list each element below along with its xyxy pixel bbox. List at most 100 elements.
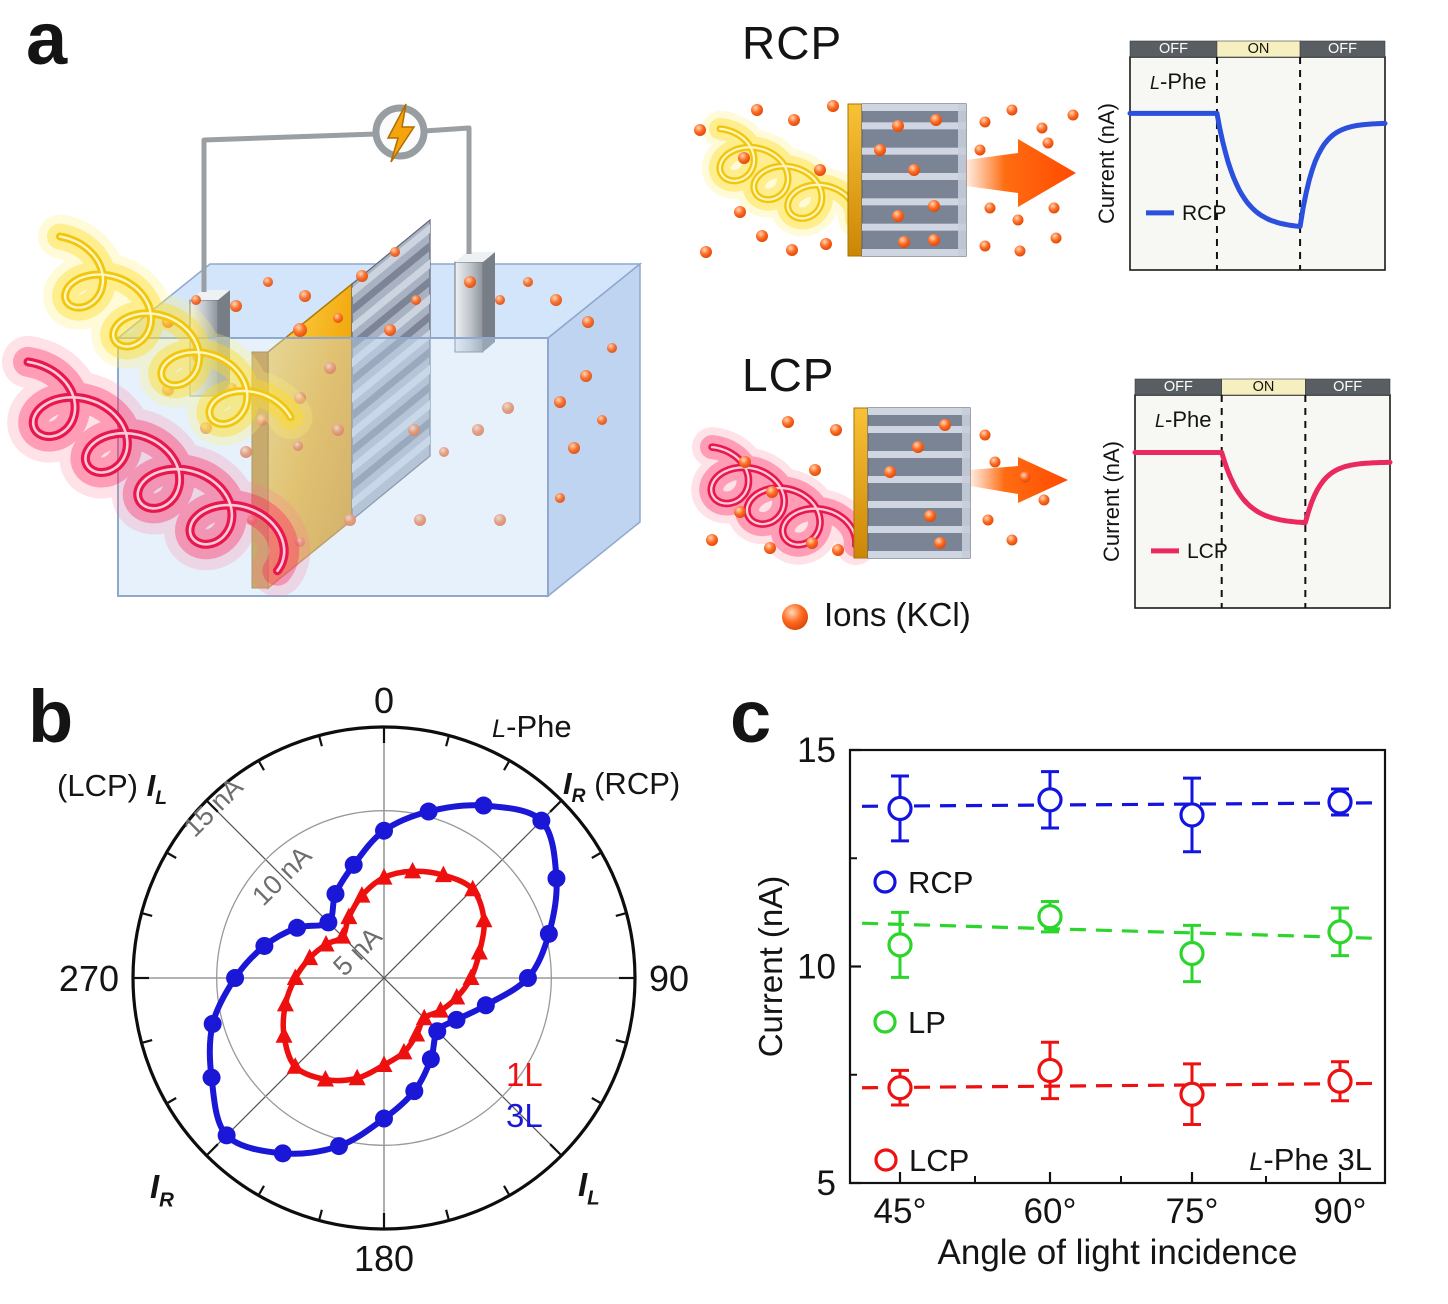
data-point-circle bbox=[887, 932, 913, 958]
legend-label-LP: LP bbox=[908, 1005, 946, 1040]
ion-dot bbox=[706, 534, 718, 546]
rcp-scene-helix bbox=[701, 110, 874, 237]
ion-dot bbox=[830, 424, 842, 436]
x-tick-label: 75° bbox=[1166, 1192, 1219, 1231]
ion-dot bbox=[892, 210, 904, 222]
data-point-triangle bbox=[340, 907, 358, 925]
ion-dot bbox=[809, 464, 821, 476]
ion-dot bbox=[1042, 137, 1054, 149]
ion-dot bbox=[892, 120, 904, 132]
polar-angle-tick bbox=[141, 1039, 153, 1045]
ion-dot bbox=[756, 230, 768, 242]
data-point-circle bbox=[1179, 802, 1205, 828]
lcp_photogating-chart: OFF ON OFF L-Phe LCP Current (nA) bbox=[1099, 378, 1393, 609]
data-point-triangle bbox=[448, 987, 466, 1005]
polar-series-label-1L: 1L bbox=[506, 1056, 543, 1093]
ion-dot bbox=[384, 324, 396, 336]
ion-dot bbox=[414, 514, 426, 526]
data-point-circle bbox=[202, 1068, 221, 1087]
ion-dot bbox=[934, 537, 946, 549]
membrane-fin bbox=[352, 382, 430, 456]
data-point-circle bbox=[532, 811, 551, 830]
data-point-circle bbox=[405, 1082, 424, 1101]
ion-dot bbox=[979, 429, 991, 441]
rcp-scene bbox=[694, 100, 1079, 258]
ion-dot bbox=[1012, 214, 1024, 226]
data-point-triangle bbox=[415, 1008, 433, 1026]
gold-plate-front-edge bbox=[251, 351, 269, 589]
ion-dot bbox=[1006, 104, 1018, 116]
data-point-circle bbox=[375, 821, 393, 840]
polar-angle-tick bbox=[591, 851, 602, 859]
membrane-ridge bbox=[862, 104, 966, 111]
polar-angle-tick bbox=[549, 1143, 563, 1157]
panel-label-a: a bbox=[26, 0, 68, 80]
polar-series-1L-markers bbox=[275, 861, 493, 1087]
ion-dot bbox=[523, 277, 533, 287]
data-point-circle bbox=[539, 924, 558, 943]
ion-dot bbox=[1036, 122, 1048, 134]
ion-dot bbox=[390, 247, 400, 257]
polar-angle-tick bbox=[591, 1097, 602, 1105]
ion-dot bbox=[924, 510, 936, 522]
data-point-circle bbox=[1327, 919, 1353, 945]
panel-label-c: c bbox=[730, 675, 772, 758]
ion-dot bbox=[928, 200, 940, 212]
rcp-scene-title: RCP bbox=[742, 17, 843, 69]
ion-dot bbox=[1048, 202, 1060, 214]
sample-label: L-Phe bbox=[1150, 69, 1207, 94]
ion-dot bbox=[256, 414, 268, 426]
ion-dot bbox=[494, 514, 506, 526]
polar-angle-label-0: 0 bbox=[374, 680, 394, 721]
ion-dot bbox=[930, 114, 942, 126]
data-point-circle bbox=[319, 913, 338, 932]
polar-angle-tick bbox=[445, 1209, 451, 1221]
ion-dot bbox=[1014, 245, 1026, 257]
polar-series-3L-markers bbox=[202, 796, 566, 1163]
right-electrode-side bbox=[483, 252, 495, 352]
ion-dot bbox=[550, 294, 562, 306]
polar-annotation-lcp-il: (LCP) IL bbox=[57, 768, 167, 809]
current-trace bbox=[1127, 110, 1388, 229]
membrane-fin bbox=[352, 329, 430, 403]
ion-dot bbox=[806, 537, 818, 549]
state-bar-label: OFF bbox=[1328, 41, 1357, 57]
state-bar-label: ON bbox=[1253, 379, 1275, 395]
ion-dot bbox=[982, 514, 994, 526]
rcp-scene-helix-stroke bbox=[718, 127, 857, 220]
polar-angle-label-270: 270 bbox=[59, 958, 119, 999]
data-point-circle bbox=[344, 855, 363, 874]
data-point-circle bbox=[1037, 904, 1063, 930]
state-bar-label: OFF bbox=[1159, 41, 1188, 57]
ion-dot bbox=[814, 164, 826, 176]
ion-dot bbox=[230, 300, 242, 312]
membrane-edge bbox=[958, 104, 966, 256]
membrane-ridge bbox=[868, 426, 970, 433]
data-point-circle bbox=[419, 802, 438, 821]
ion-dot bbox=[928, 234, 940, 246]
membrane-fin bbox=[352, 312, 430, 385]
membrane-fin bbox=[352, 241, 430, 315]
ion-dot bbox=[1067, 109, 1079, 121]
ion-dot bbox=[495, 295, 505, 305]
membrane-fin bbox=[352, 364, 430, 438]
membrane-ridge bbox=[862, 147, 966, 155]
data-point-circle bbox=[887, 795, 913, 822]
data-point-circle bbox=[329, 1137, 348, 1156]
data-point-triangle bbox=[276, 994, 294, 1012]
data-point-triangle bbox=[462, 968, 480, 985]
series-RCP bbox=[861, 770, 1379, 854]
polar-series-label-3L: 3L bbox=[506, 1097, 543, 1134]
data-point-triangle bbox=[475, 910, 493, 928]
x-tick-label: 90° bbox=[1314, 1192, 1367, 1231]
data-point-circle bbox=[203, 1014, 222, 1033]
data-point-triangle bbox=[316, 1069, 334, 1087]
membrane-fin bbox=[352, 417, 430, 491]
data-point-circle bbox=[375, 1109, 393, 1128]
lcp-scene-gold-layer bbox=[853, 407, 869, 559]
membrane-fin bbox=[352, 259, 430, 333]
ion-dot bbox=[191, 295, 201, 305]
